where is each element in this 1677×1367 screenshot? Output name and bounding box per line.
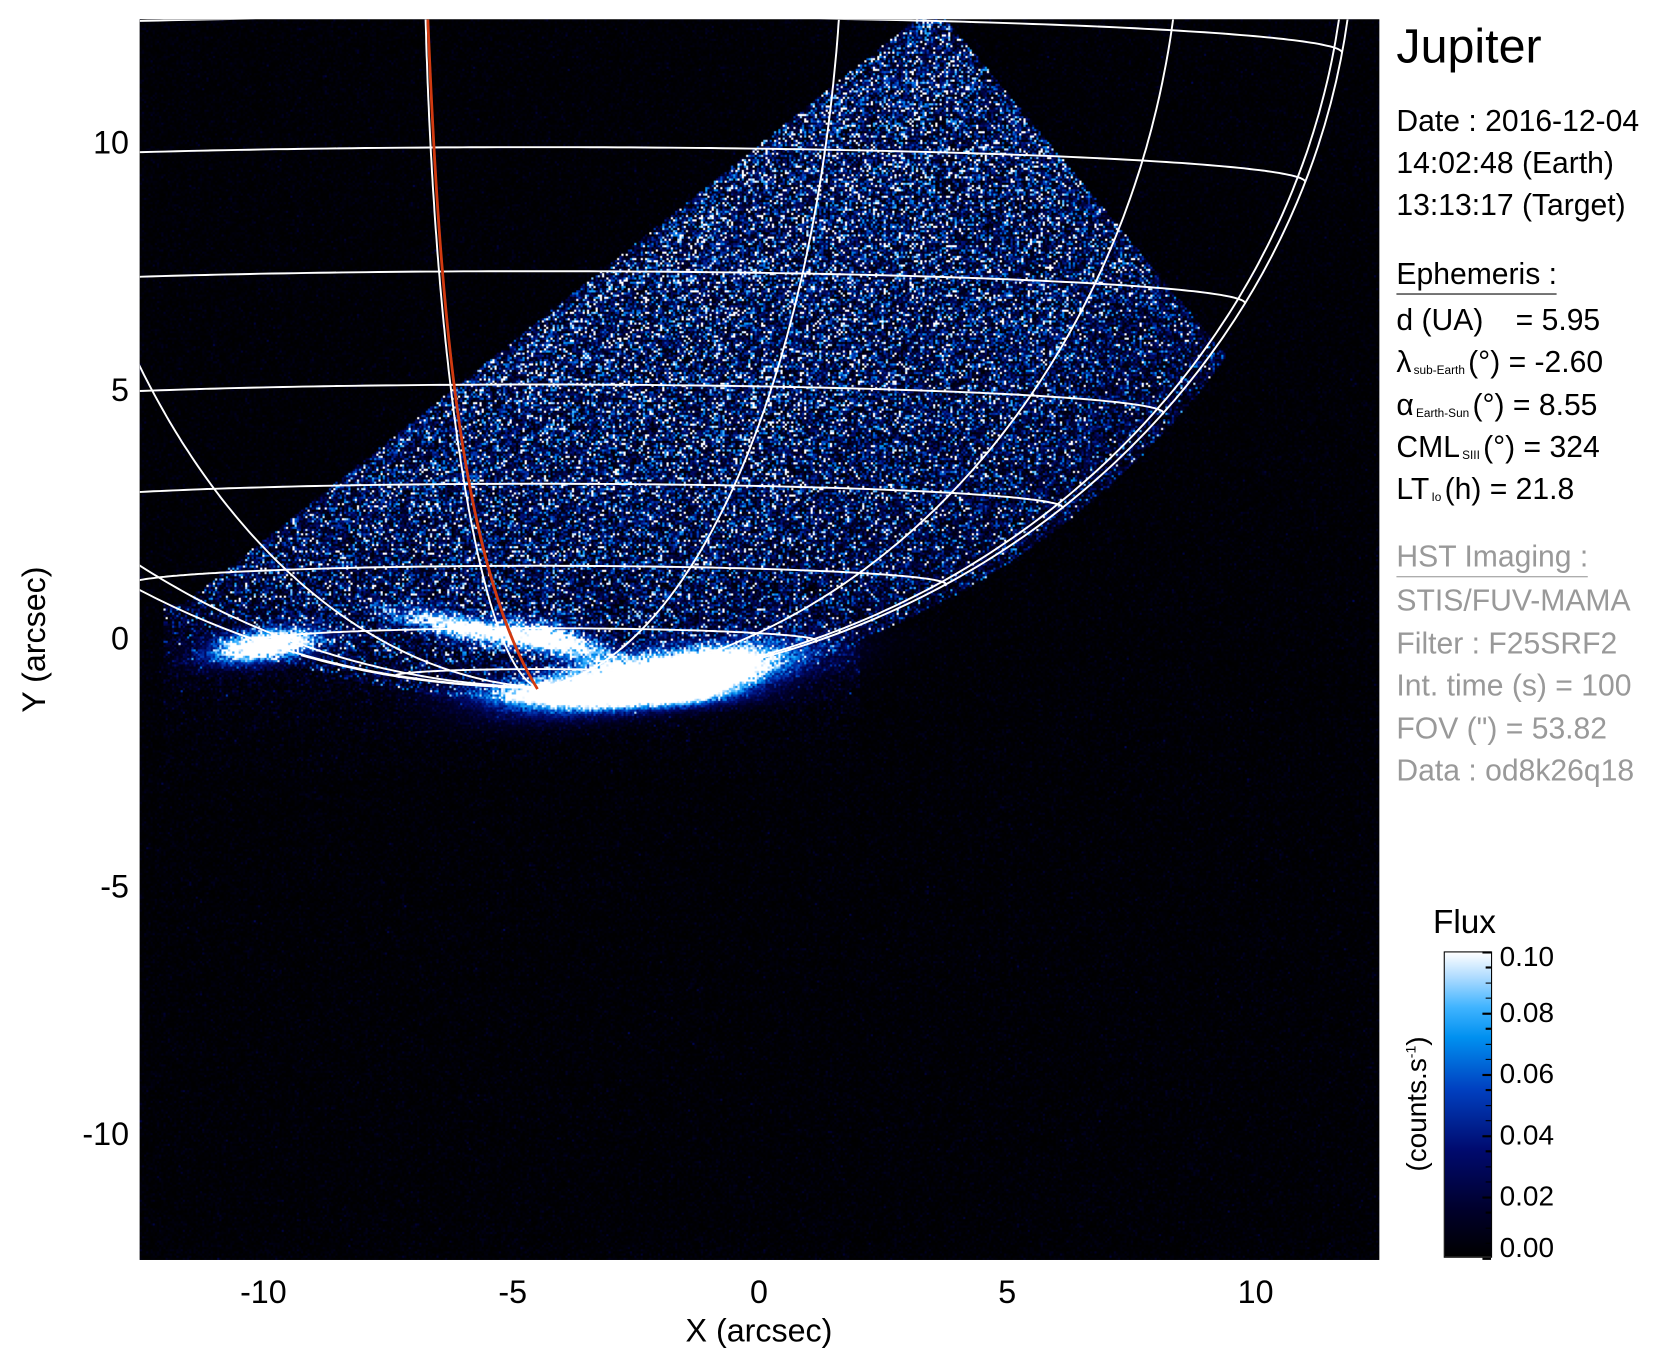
colorbar-tick-label: 0.10	[1499, 940, 1555, 973]
y-tick-label: -10	[82, 1116, 129, 1153]
target-title: Jupiter	[1396, 18, 1542, 74]
value: (°) = 8.55	[1472, 388, 1598, 422]
colorbar-tick	[1485, 1181, 1492, 1183]
colorbar-tick	[1485, 1242, 1492, 1245]
subscript: Io	[1431, 491, 1442, 505]
longitude-line	[537, 19, 1175, 689]
subscript: Earth-Sun	[1415, 407, 1470, 421]
unit-exponent: -1	[1402, 1045, 1419, 1059]
colorbar-title: Flux	[1432, 903, 1496, 941]
obs-date: Date : 2016-12-04	[1396, 104, 1640, 138]
colorbar-tick-label: 0.06	[1499, 1057, 1555, 1090]
lat-lon-grid	[139, 19, 1349, 690]
colorbar-tick-label: 0.04	[1499, 1118, 1555, 1151]
colorbar-tick	[1485, 1119, 1492, 1122]
y-axis-label: Y (arcsec)	[17, 566, 53, 713]
filter: Filter : F25SRF2	[1396, 626, 1618, 661]
latitude-line	[257, 627, 818, 644]
ephem-distance: d (UA) = 5.95	[1396, 305, 1600, 335]
subscript: SIII	[1462, 449, 1480, 463]
ephem-cml: CML SIII (°) = 324	[1396, 432, 1599, 462]
colorbar	[1443, 951, 1493, 1258]
integration-time: Int. time (s) = 100	[1396, 668, 1632, 702]
colorbar-tick	[1482, 1073, 1492, 1076]
latitude-line	[139, 270, 1247, 305]
planet-limb	[139, 19, 1349, 688]
ephem-phase-angle: α Earth-Sun (°) = 8.55	[1396, 390, 1597, 420]
latitude-line	[139, 383, 1165, 415]
colorbar-tick	[1485, 966, 1492, 969]
field-of-view: FOV (") = 53.82	[1396, 711, 1608, 745]
colorbar-tick	[1485, 1227, 1492, 1229]
ephemeris-header: Ephemeris :	[1396, 259, 1558, 295]
longitude-line	[537, 19, 840, 689]
ephem-sub-earth-lat: λ sub-Earth (°) = -2.60	[1396, 347, 1603, 377]
value: (°) = 324	[1483, 430, 1600, 464]
symbol: α	[1396, 388, 1414, 422]
dataset-id: Data : od8k26q18	[1396, 753, 1635, 787]
longitude-line	[139, 564, 538, 689]
colorbar-tick	[1485, 1058, 1492, 1061]
colorbar-tick-label: 0.02	[1499, 1179, 1555, 1213]
longitude-line	[537, 19, 1340, 689]
unit-close: )	[1400, 1036, 1433, 1046]
colorbar-tick	[1485, 1104, 1492, 1107]
y-tick-label: 10	[93, 125, 129, 162]
longitude-line	[139, 364, 538, 689]
colorbar-tick	[1485, 1043, 1492, 1045]
subscript: sub-Earth	[1413, 364, 1465, 378]
colorbar-tick	[1485, 997, 1492, 999]
colorbar-tick	[1482, 1012, 1492, 1015]
colorbar-tick	[1482, 1257, 1492, 1260]
colorbar-tick-label: 0.08	[1499, 995, 1555, 1029]
distance-label: d (UA)	[1396, 303, 1484, 337]
latitude-line	[139, 482, 1064, 509]
distance-value: = 5.95	[1515, 303, 1601, 337]
colorbar-tick	[1482, 1135, 1492, 1137]
x-tick-label: 5	[998, 1274, 1017, 1311]
image-plot-area	[139, 19, 1380, 1260]
x-tick-label: 0	[749, 1274, 768, 1311]
symbol: LT	[1396, 471, 1430, 506]
colorbar-tick	[1485, 982, 1492, 984]
longitude-line	[424, 19, 538, 689]
colorbar-tick-label: 0.00	[1499, 1231, 1555, 1264]
x-axis-label: X (arcsec)	[685, 1313, 833, 1350]
latitude-line	[139, 146, 1307, 183]
symbol: CML	[1396, 430, 1460, 464]
x-tick-label: 10	[1237, 1274, 1274, 1311]
colorbar-tick	[1485, 1211, 1492, 1214]
latitude-line	[394, 668, 681, 679]
io-footprint-line	[426, 19, 539, 690]
colorbar-tick	[1485, 1150, 1492, 1153]
colorbar-tick	[1485, 1027, 1492, 1030]
y-tick-label: 5	[111, 373, 129, 409]
y-tick-label: -5	[100, 869, 129, 906]
obs-time-earth: 14:02:48 (Earth)	[1396, 146, 1614, 180]
value: (h) = 21.8	[1444, 471, 1575, 506]
colorbar-tick	[1482, 951, 1492, 953]
y-tick-label: 0	[111, 621, 129, 657]
colorbar-tick	[1482, 1196, 1492, 1199]
ephem-lt-io: LT Io (h) = 21.8	[1396, 474, 1574, 504]
latitude-line	[139, 564, 948, 587]
value: (°) = -2.60	[1468, 345, 1604, 379]
unit-text: (counts.s	[1400, 1058, 1433, 1172]
x-tick-label: -10	[240, 1274, 287, 1311]
colorbar-tick	[1485, 1165, 1492, 1168]
instrument: STIS/FUV-MAMA	[1396, 583, 1631, 618]
colorbar-unit: (counts.s-1)	[1400, 1036, 1433, 1171]
obs-time-target: 13:13:17 (Target)	[1396, 188, 1626, 222]
x-tick-label: -5	[498, 1274, 528, 1311]
latitude-line	[139, 19, 1344, 53]
hst-header: HST Imaging :	[1396, 541, 1589, 578]
flux-image	[139, 19, 1380, 1260]
symbol: λ	[1396, 345, 1412, 379]
colorbar-tick	[1485, 1089, 1492, 1091]
